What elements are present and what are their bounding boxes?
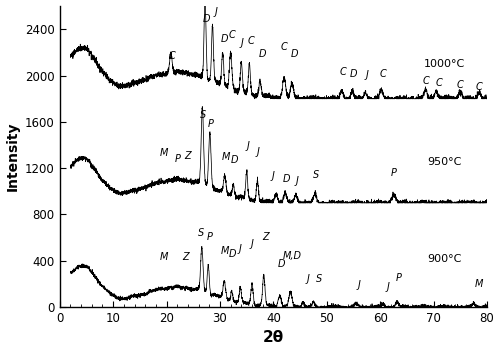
Text: P: P: [208, 119, 214, 129]
Text: J: J: [246, 141, 249, 151]
Text: M: M: [160, 252, 168, 262]
Text: J: J: [387, 282, 390, 292]
Text: M: M: [475, 279, 483, 289]
Text: D: D: [228, 249, 236, 259]
Text: 900°C: 900°C: [427, 254, 462, 264]
Text: C: C: [422, 76, 429, 86]
Text: J: J: [239, 244, 242, 254]
Text: D: D: [291, 49, 298, 59]
Text: P: P: [174, 153, 180, 164]
Text: M: M: [160, 148, 168, 158]
Text: D: D: [278, 259, 285, 269]
Text: C: C: [228, 30, 235, 40]
Text: S: S: [200, 110, 206, 120]
Text: J: J: [214, 7, 217, 16]
Text: J: J: [358, 280, 360, 290]
Text: C: C: [340, 67, 346, 77]
Text: C: C: [168, 51, 175, 61]
Text: J: J: [366, 70, 368, 80]
Text: D: D: [283, 174, 290, 184]
Text: C: C: [457, 80, 464, 90]
Text: Z: Z: [184, 151, 191, 161]
Text: J: J: [296, 176, 299, 186]
Text: C: C: [476, 82, 482, 92]
Text: D: D: [203, 14, 210, 24]
Text: S: S: [198, 227, 204, 238]
X-axis label: 2θ: 2θ: [263, 330, 284, 345]
Text: D: D: [231, 155, 238, 165]
Text: C: C: [280, 42, 287, 53]
Y-axis label: Intensity: Intensity: [6, 122, 20, 191]
Text: J: J: [241, 38, 244, 48]
Text: 950°C: 950°C: [427, 157, 462, 167]
Text: S: S: [313, 170, 320, 180]
Text: M,D: M,D: [282, 251, 302, 261]
Text: D: D: [259, 49, 266, 59]
Text: D: D: [220, 34, 228, 44]
Text: J: J: [306, 274, 310, 284]
Text: 1000°C: 1000°C: [424, 59, 465, 69]
Text: C: C: [436, 78, 442, 88]
Text: J: J: [250, 239, 254, 249]
Text: C: C: [380, 68, 386, 79]
Text: P: P: [206, 232, 212, 242]
Text: S: S: [316, 274, 322, 284]
Text: Z: Z: [262, 232, 268, 241]
Text: D: D: [350, 68, 358, 79]
Text: M: M: [222, 152, 230, 163]
Text: Z: Z: [182, 252, 188, 263]
Text: C: C: [248, 35, 254, 46]
Text: J: J: [272, 171, 275, 181]
Text: J: J: [257, 147, 260, 157]
Text: P: P: [396, 273, 402, 283]
Text: M: M: [221, 246, 230, 256]
Text: P: P: [390, 168, 396, 178]
